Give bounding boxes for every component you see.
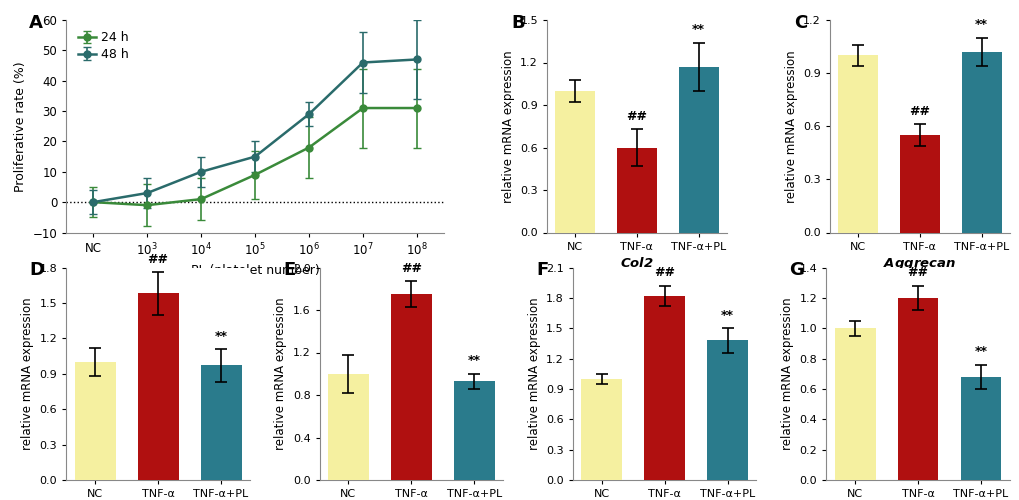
Text: E: E	[282, 261, 294, 279]
Bar	[706, 340, 747, 480]
Text: **: **	[973, 346, 986, 358]
Bar	[554, 91, 595, 233]
Legend: 24 h, 48 h: 24 h, 48 h	[72, 26, 133, 66]
Text: ##: ##	[400, 262, 422, 275]
Text: B: B	[511, 14, 524, 32]
Text: **: **	[974, 18, 987, 32]
Text: C: C	[793, 14, 806, 32]
X-axis label: $\bfit{Aggrecan}$: $\bfit{Aggrecan}$	[882, 256, 956, 272]
X-axis label: $\bfit{Col2}$: $\bfit{Col2}$	[620, 256, 653, 270]
Text: D: D	[30, 261, 45, 279]
Text: ##: ##	[907, 266, 927, 280]
Text: **: **	[214, 330, 227, 342]
Text: F: F	[536, 261, 548, 279]
Y-axis label: relative mRNA expression: relative mRNA expression	[784, 50, 797, 203]
Text: G: G	[789, 261, 804, 279]
Bar	[201, 366, 242, 480]
Bar	[899, 135, 940, 232]
Y-axis label: relative mRNA expression: relative mRNA expression	[527, 298, 540, 450]
Text: ##: ##	[909, 105, 929, 118]
Y-axis label: relative mRNA expression: relative mRNA expression	[274, 298, 287, 450]
Bar	[581, 379, 622, 480]
Bar	[138, 294, 178, 480]
Text: ##: ##	[653, 266, 675, 280]
Y-axis label: Proliferative rate (%): Proliferative rate (%)	[14, 61, 26, 192]
Bar	[960, 377, 1001, 480]
Y-axis label: relative mRNA expression: relative mRNA expression	[501, 50, 515, 203]
Bar	[834, 328, 874, 480]
Bar	[838, 56, 877, 233]
Y-axis label: relative mRNA expression: relative mRNA expression	[21, 298, 34, 450]
Bar	[453, 381, 494, 480]
Text: A: A	[29, 14, 43, 32]
Bar	[678, 66, 718, 232]
Text: ##: ##	[148, 253, 168, 266]
Text: **: **	[720, 309, 734, 322]
Bar	[328, 374, 369, 480]
X-axis label: PL (platelet number): PL (platelet number)	[191, 264, 319, 276]
Bar	[897, 298, 937, 480]
Bar	[390, 294, 431, 480]
Bar	[961, 52, 1001, 233]
Text: **: **	[692, 24, 704, 36]
Text: **: **	[468, 354, 480, 368]
Text: ##: ##	[626, 110, 647, 122]
Bar	[644, 296, 685, 480]
Bar	[616, 148, 656, 232]
Y-axis label: relative mRNA expression: relative mRNA expression	[781, 298, 793, 450]
Bar	[74, 362, 115, 480]
